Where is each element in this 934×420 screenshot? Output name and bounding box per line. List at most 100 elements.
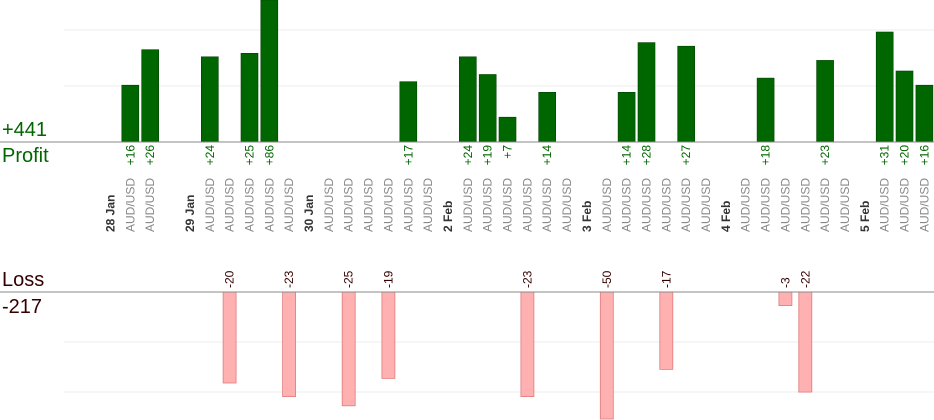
profit-value-label: +20 [898, 145, 912, 166]
profit-value-label: +86 [262, 145, 276, 166]
profit-bar [141, 49, 159, 143]
loss-value-label: -19 [381, 270, 395, 288]
instrument-label: AUD/USD [798, 178, 812, 232]
instrument-label: AUD/USD [778, 178, 792, 232]
instrument-label: AUD/USD [540, 178, 554, 232]
profit-bar [617, 92, 636, 143]
profit-value-label: +24 [203, 145, 217, 166]
instrument-label: AUD/USD [818, 178, 832, 232]
instrument-label: AUD/USD [243, 178, 257, 232]
instrument-label: AUD/USD [401, 178, 415, 232]
instrument-label: AUD/USD [560, 178, 574, 232]
profit-value-label: +31 [878, 145, 892, 166]
profit-value-label: +27 [679, 145, 693, 166]
loss-total: -217 [2, 296, 43, 318]
profit-value-label: +23 [818, 145, 832, 166]
date-label: 28 Jan [104, 195, 118, 232]
instrument-label: AUD/USD [123, 178, 137, 232]
instrument-label: AUD/USD [342, 178, 356, 232]
instrument-label: AUD/USD [739, 178, 753, 232]
profit-bar [478, 74, 497, 143]
loss-bar [659, 291, 674, 370]
date-label: 2 Feb [441, 201, 455, 232]
loss-bar [381, 291, 396, 379]
profit-bar [637, 42, 656, 143]
profit-value-label: +14 [540, 145, 554, 166]
loss-bar [222, 291, 237, 384]
instrument-label: AUD/USD [659, 178, 673, 232]
profit-total: +441 [2, 119, 48, 141]
date-label: 5 Feb [858, 201, 872, 232]
profit-value-label: +7 [501, 145, 515, 159]
profit-value-label: +14 [620, 145, 634, 166]
instrument-label: AUD/USD [421, 178, 435, 232]
instrument-label: AUD/USD [223, 178, 237, 232]
profit-value-label: +28 [640, 145, 654, 166]
instrument-label: AUD/USD [381, 178, 395, 232]
instrument-label: AUD/USD [759, 178, 773, 232]
instrument-label: AUD/USD [461, 178, 475, 232]
profit-bar [875, 31, 894, 143]
profit-value-label: +26 [143, 145, 157, 166]
instrument-label: AUD/USD [501, 178, 515, 232]
profit-bar [915, 84, 934, 143]
instrument-label: AUD/USD [898, 178, 912, 232]
instrument-label: AUD/USD [520, 178, 534, 232]
loss-bar [798, 291, 813, 393]
instrument-label: AUD/USD [699, 178, 713, 232]
profit-value-label: +16 [123, 145, 137, 166]
instrument-label: AUD/USD [203, 178, 217, 232]
instrument-label: AUD/USD [600, 178, 614, 232]
instrument-label: AUD/USD [878, 178, 892, 232]
profit-value-label: +17 [401, 145, 415, 166]
profit-bar [201, 56, 219, 143]
date-label: 3 Feb [580, 201, 594, 232]
instrument-label: AUD/USD [282, 178, 296, 232]
date-label: 29 Jan [183, 195, 197, 232]
loss-value-label: -23 [520, 270, 534, 288]
instrument-label: AUD/USD [679, 178, 693, 232]
profit-bar [260, 0, 279, 143]
loss-value-label: -50 [600, 270, 614, 288]
profit-bar [538, 92, 557, 143]
loss-bar [341, 291, 356, 407]
loss-bar [520, 291, 535, 397]
profit-bar [240, 52, 259, 143]
instrument-label: AUD/USD [481, 178, 495, 232]
instrument-label: AUD/USD [620, 178, 634, 232]
profit-bar [895, 70, 914, 143]
loss-value-label: -22 [798, 270, 812, 288]
date-label: 4 Feb [719, 201, 733, 232]
date-label: 30 Jan [302, 195, 316, 232]
loss-bar [778, 291, 793, 307]
instrument-label: AUD/USD [362, 178, 376, 232]
profit-label: Profit [2, 145, 49, 167]
profit-value-label: +16 [917, 145, 931, 166]
instrument-label: AUD/USD [262, 178, 276, 232]
instrument-label: AUD/USD [322, 178, 336, 232]
profit-bar [756, 77, 775, 143]
loss-bar [599, 291, 614, 420]
profit-value-label: +25 [243, 145, 257, 166]
profit-value-label: +24 [461, 145, 475, 166]
profit-bar [399, 81, 418, 143]
profit-value-label: +19 [481, 145, 495, 166]
profit-value-label: +18 [759, 145, 773, 166]
loss-value-label: -3 [778, 277, 792, 288]
loss-value-label: -23 [282, 270, 296, 288]
instrument-label: AUD/USD [917, 178, 931, 232]
loss-value-label: -25 [342, 270, 356, 288]
profit-bar [121, 84, 140, 143]
instrument-label: AUD/USD [640, 178, 654, 232]
profit-bar [816, 60, 834, 143]
loss-label: Loss [2, 269, 45, 291]
profit-bar [458, 56, 477, 143]
loss-value-label: -20 [223, 270, 237, 288]
instrument-label: AUD/USD [838, 178, 852, 232]
loss-value-label: -17 [659, 270, 673, 288]
profit-bar [498, 116, 517, 143]
instrument-label: AUD/USD [143, 178, 157, 232]
loss-bar [282, 291, 297, 397]
